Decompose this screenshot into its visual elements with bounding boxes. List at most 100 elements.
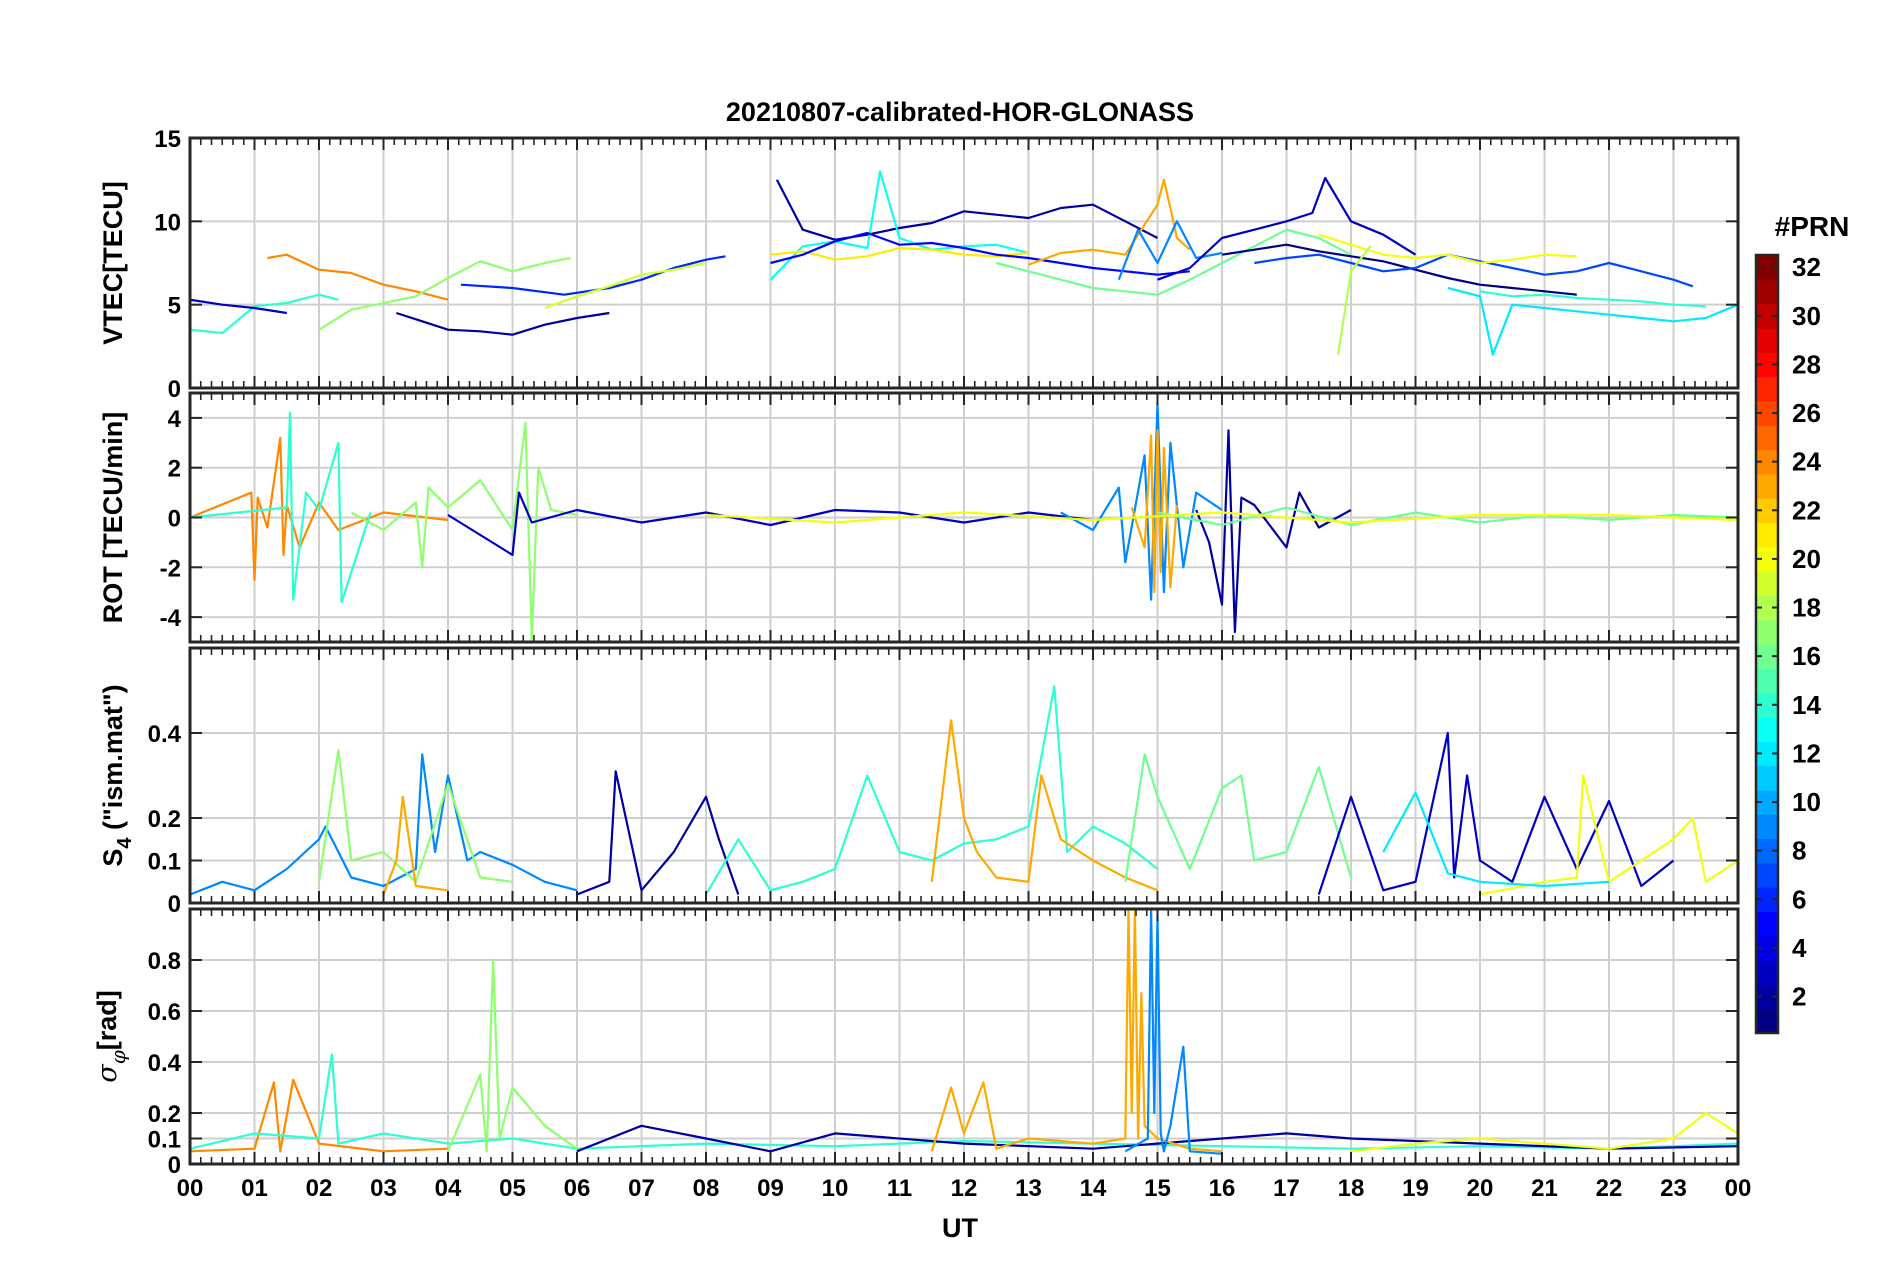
series-line-prn-24 [190, 436, 449, 581]
y-tick-label: 0 [168, 891, 181, 918]
y-tick-label: -2 [160, 555, 181, 582]
x-tick-label: 12 [951, 1175, 978, 1202]
panel-sigma_phi: 00.10.2 0.4 0.6 0.8 σφ[rad] [92, 907, 1740, 1179]
colorbar-segment [1756, 327, 1778, 353]
x-tick-label: 00 [1725, 1175, 1752, 1202]
panel-s4: 0 0.1 0.2 0.4 S4 ("ism.mat") [98, 646, 1740, 918]
x-tick-label: 01 [241, 1175, 268, 1202]
x-tick-label: 10 [822, 1175, 849, 1202]
series-line-prn-2 [396, 311, 610, 336]
series-line-prn-24 [190, 1078, 449, 1153]
series-line-prn-1 [1221, 243, 1577, 296]
colorbar-segment [1756, 911, 1778, 937]
series-line-prn-7 [1254, 253, 1694, 288]
series-group [190, 685, 1738, 896]
chart-title: 20210807-calibrated-HOR-GLONASS [726, 97, 1194, 127]
x-tick-label: 16 [1209, 1175, 1236, 1202]
axes-frame [188, 136, 1740, 390]
series-line-prn-9 [1060, 401, 1223, 601]
series-line-prn-12 [1382, 791, 1610, 888]
series-line-prn-6 [460, 255, 726, 296]
colorbar-tick-label: 30 [1792, 301, 1821, 331]
series-line-prn-14 [705, 685, 1159, 896]
colorbar-segment [1756, 522, 1778, 548]
series-line-prn-18 [1337, 245, 1372, 355]
series-line-prn-20 [1350, 1111, 1738, 1153]
series-line-prn-24 [267, 253, 449, 301]
colorbar-segment [1756, 595, 1778, 621]
x-tick-label: 15 [1144, 1175, 1171, 1202]
y-tick-label: 0.1 [148, 1127, 181, 1154]
y-tick-label: 0.8 [148, 948, 181, 975]
colorbar-segment [1756, 303, 1778, 329]
colorbar-segment [1756, 571, 1778, 596]
series-line-prn-5 [770, 231, 1190, 276]
series-line-prn-17 [318, 256, 571, 331]
y-tick-label: 0.4 [148, 721, 182, 748]
x-tick-label: 18 [1338, 1175, 1365, 1202]
colorbar-frame [1754, 253, 1780, 1035]
series-line-prn-9 [190, 753, 578, 896]
colorbar-segment [1756, 400, 1778, 426]
colorbar-segment [1756, 546, 1778, 572]
series-group [190, 401, 1738, 641]
series-line-prn-17 [446, 958, 578, 1153]
colorbar-segment [1756, 668, 1778, 694]
colorbar-tick-label: 8 [1792, 836, 1806, 866]
series-line-prn-20 [1318, 233, 1577, 265]
x-tick-label: 14 [1080, 1175, 1107, 1202]
x-axis-label: UT [942, 1213, 978, 1243]
series-line-prn-9 [1124, 909, 1223, 1155]
x-tick-label: 17 [1273, 1175, 1300, 1202]
y-tick-label: 2 [168, 456, 181, 483]
colorbar-tick-label: 12 [1792, 738, 1821, 768]
colorbar-segment [1756, 887, 1778, 913]
colorbar-tick-label: 14 [1792, 690, 1821, 720]
series-line-prn-3 [447, 491, 1094, 557]
axes-frame [188, 907, 1740, 1166]
colorbar-segment [1756, 644, 1778, 669]
y-tick-label: 0 [168, 376, 181, 403]
series-line-prn-21 [770, 246, 1029, 261]
colorbar-tick-label: 22 [1792, 495, 1821, 525]
x-tick-label: 22 [1596, 1175, 1623, 1202]
colorbar-segment [1756, 619, 1778, 645]
axes-frame [188, 646, 1740, 905]
panel-vtec: 0 5 10 15 VTEC[TECU] [98, 126, 1740, 403]
y-tick-label: 0.4 [148, 1050, 182, 1077]
y-tick-label: 0 [168, 1152, 181, 1179]
x-tick-label: 08 [693, 1175, 720, 1202]
series-line-prn-23 [930, 719, 1158, 892]
y-tick-label: 0.2 [148, 806, 181, 833]
x-tick-label: 19 [1402, 1175, 1429, 1202]
series-line-prn-14 [190, 411, 372, 604]
x-tick-label: 09 [757, 1175, 784, 1202]
colorbar-segment [1756, 862, 1778, 888]
x-tick-label: 03 [370, 1175, 397, 1202]
colorbar-tick-label: 4 [1792, 933, 1807, 963]
colorbar-tick-label: 16 [1792, 641, 1821, 671]
colorbar-segment [1756, 814, 1778, 840]
colorbar-segment [1756, 838, 1778, 864]
colorbar-segment [1756, 765, 1778, 791]
series-line-prn-14 [190, 293, 339, 335]
series-line-prn-20 [705, 511, 1738, 524]
colorbar-segment [1756, 498, 1778, 524]
y-tick-label: 0.2 [148, 1101, 181, 1128]
colorbar-tick-label: 28 [1792, 349, 1821, 379]
x-tick-label: 07 [628, 1175, 655, 1202]
x-tick-label: 23 [1660, 1175, 1687, 1202]
colorbar-segment [1756, 279, 1778, 305]
y-tick-label: 0.1 [148, 849, 181, 876]
colorbar-segment [1756, 741, 1778, 767]
series-line-prn-2 [576, 1124, 1738, 1153]
y-axis-label: σφ[rad] [92, 990, 130, 1082]
x-tick-label: 00 [177, 1175, 204, 1202]
series-line-prn-3 [1157, 176, 1417, 281]
series-line-prn-16 [996, 228, 1352, 296]
series-line-prn-3 [190, 298, 287, 315]
series-line-prn-12 [1447, 286, 1738, 356]
series-line-prn-2 [775, 179, 1159, 241]
